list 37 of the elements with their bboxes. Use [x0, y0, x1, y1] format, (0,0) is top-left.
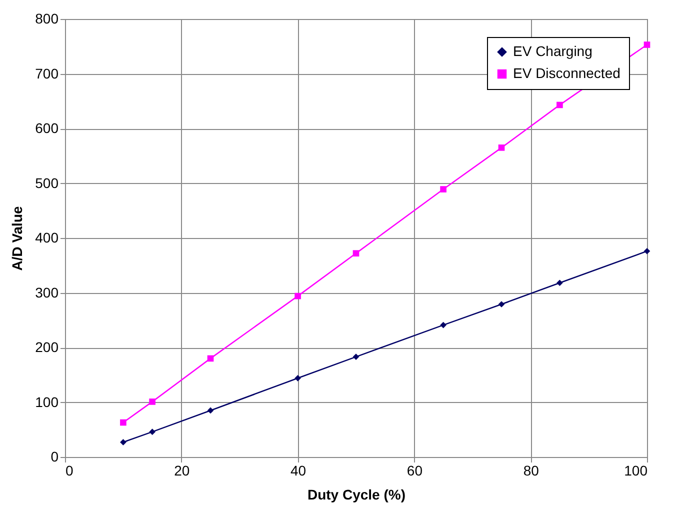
point: [644, 42, 650, 48]
x-tick-label: 40: [290, 462, 306, 478]
point: [644, 248, 650, 254]
y-tick-label: 400: [35, 230, 59, 246]
point: [556, 280, 563, 286]
point: [440, 186, 446, 192]
x-tick-label: 100: [624, 462, 648, 478]
point: [149, 398, 156, 405]
legend-label: EV Charging: [513, 43, 592, 59]
y-tick-label: 300: [35, 284, 59, 300]
point: [207, 407, 214, 414]
y-tick-label: 800: [35, 10, 59, 26]
point: [149, 428, 156, 435]
point: [498, 144, 505, 151]
y-tick-label: 700: [35, 65, 59, 82]
x-tick-label: 60: [406, 462, 423, 478]
y-tick-label: 600: [35, 120, 59, 136]
point: [556, 102, 563, 108]
x-tick-label: 80: [523, 462, 540, 478]
point: [294, 375, 301, 382]
y-axis-title: A/D Value: [9, 206, 26, 271]
point: [440, 322, 446, 328]
y-tick-label: 0: [50, 448, 59, 464]
legend-label: EV Disconnected: [513, 65, 620, 81]
x-tick-label: 0: [66, 462, 74, 478]
y-tick-label: 100: [35, 394, 59, 410]
y-tick-label: 500: [35, 174, 59, 191]
point: [207, 355, 214, 362]
x-tick-label: 20: [174, 462, 190, 478]
point: [352, 354, 360, 360]
y-tick-label: 200: [35, 339, 59, 355]
point: [120, 439, 126, 446]
point: [120, 419, 126, 426]
point: [294, 292, 301, 300]
point: [498, 301, 505, 308]
x-axis-title: Duty Cycle (%): [307, 486, 406, 502]
point: [352, 250, 360, 256]
